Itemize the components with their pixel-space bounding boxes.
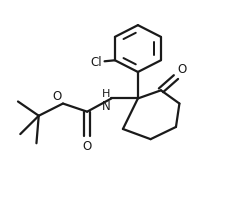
Text: O: O xyxy=(52,90,61,102)
Text: O: O xyxy=(176,63,185,76)
Text: Cl: Cl xyxy=(90,55,102,69)
Text: N: N xyxy=(101,100,110,112)
Text: O: O xyxy=(82,140,91,152)
Text: H: H xyxy=(101,89,110,99)
